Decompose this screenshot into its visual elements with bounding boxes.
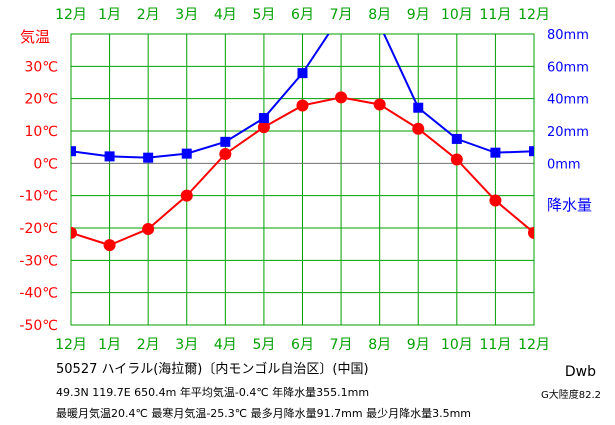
koppen-class: Dwb (564, 364, 596, 380)
month-label-top: 9月 (407, 7, 430, 23)
temperature-point (489, 194, 502, 207)
precipitation-point (297, 68, 308, 79)
precipitation-tick-label: 40mm (547, 93, 589, 108)
precipitation-point (104, 151, 115, 162)
month-label-bottom: 1月 (98, 337, 121, 353)
month-label-top: 10月 (441, 7, 473, 23)
month-label-bottom: 2月 (137, 337, 160, 353)
continentality-index: G大陸度82.2 (540, 390, 601, 401)
month-label-bottom: 8月 (368, 337, 391, 353)
temperature-tick-label: -30℃ (19, 253, 58, 269)
temperature-point (412, 122, 425, 135)
month-label-bottom: 10月 (441, 337, 473, 353)
precipitation-point (143, 152, 154, 163)
temperature-tick-label: -10℃ (19, 189, 58, 205)
precipitation-point (413, 102, 424, 113)
month-label-bottom: 11月 (480, 337, 512, 353)
month-label-top: 3月 (175, 7, 198, 23)
axis-labels: 12月 12月 1月 1月 2月 2月 3月 3月 4月 4月 5月 5月 6月 6月 7月 7月 8月 8月 9月… (19, 7, 592, 353)
temperature-point (142, 222, 155, 235)
month-label-bottom: 3月 (175, 337, 198, 353)
month-label-top: 5月 (252, 7, 275, 23)
precipitation-point (529, 146, 534, 157)
temperature-point (335, 91, 348, 104)
temperature-point (71, 226, 77, 239)
precipitation-tick-label: 0mm (547, 157, 581, 172)
month-label-top: 11月 (480, 7, 512, 23)
station-extremes: 最暖月気温20.4℃ 最寒月気温-25.3℃ 最多月降水量91.7mm 最少月降… (56, 407, 471, 420)
precipitation-point (451, 133, 462, 144)
temperature-tick-label: -20℃ (19, 221, 58, 237)
precipitation-tick-label: 80mm (547, 28, 589, 43)
month-label-top: 1月 (98, 7, 121, 23)
month-label-bottom: 7月 (330, 337, 353, 353)
station-coordinates: 49.3N 119.7E 650.4m 年平均気温-0.4℃ 年降水量355.1… (56, 386, 370, 399)
month-label-top: 12月 (518, 7, 550, 23)
precipitation-axis-title: 降水量 (547, 196, 592, 214)
temperature-tick-label: 10℃ (24, 124, 58, 140)
temperature-tick-label: -50℃ (19, 318, 58, 334)
temperature-point (296, 99, 309, 112)
month-label-top: 12月 (55, 7, 87, 23)
month-label-top: 6月 (291, 7, 314, 23)
month-label-bottom: 4月 (214, 337, 237, 353)
month-label-bottom: 12月 (518, 337, 550, 353)
precipitation-point (71, 146, 76, 157)
temperature-tick-label: 0℃ (33, 156, 58, 172)
plot-frame (70, 33, 535, 326)
temperature-point (450, 153, 463, 166)
precipitation-point (181, 148, 192, 159)
precipitation-point (258, 113, 269, 124)
temperature-point (528, 226, 534, 239)
temperature-point (373, 98, 386, 111)
temperature-tick-label: -40℃ (19, 286, 58, 302)
series-layer (71, 34, 534, 252)
month-label-top: 2月 (137, 7, 160, 23)
plot-border (70, 33, 535, 326)
temperature-point (219, 147, 232, 160)
temperature-point (257, 121, 270, 134)
station-title: 50527 ハイラル(海拉爾)〔内モンゴル自治区〕(中国) (56, 362, 369, 377)
temperature-tick-label: 30℃ (24, 59, 58, 75)
precipitation-tick-label: 60mm (547, 60, 589, 75)
month-label-bottom: 5月 (252, 337, 275, 353)
month-label-bottom: 12月 (55, 337, 87, 353)
precipitation-tick-label: 20mm (547, 125, 589, 140)
grid (71, 34, 534, 325)
precipitation-point (220, 136, 231, 147)
month-label-top: 8月 (368, 7, 391, 23)
precipitation-point (490, 147, 501, 158)
temperature-point (103, 239, 116, 252)
month-label-top: 4月 (214, 7, 237, 23)
temperature-point (180, 189, 193, 202)
month-label-bottom: 6月 (291, 337, 314, 353)
temperature-axis-title: 気温 (20, 28, 50, 46)
month-label-bottom: 9月 (407, 337, 430, 353)
temperature-tick-label: 20℃ (24, 92, 58, 108)
month-label-top: 7月 (330, 7, 353, 23)
